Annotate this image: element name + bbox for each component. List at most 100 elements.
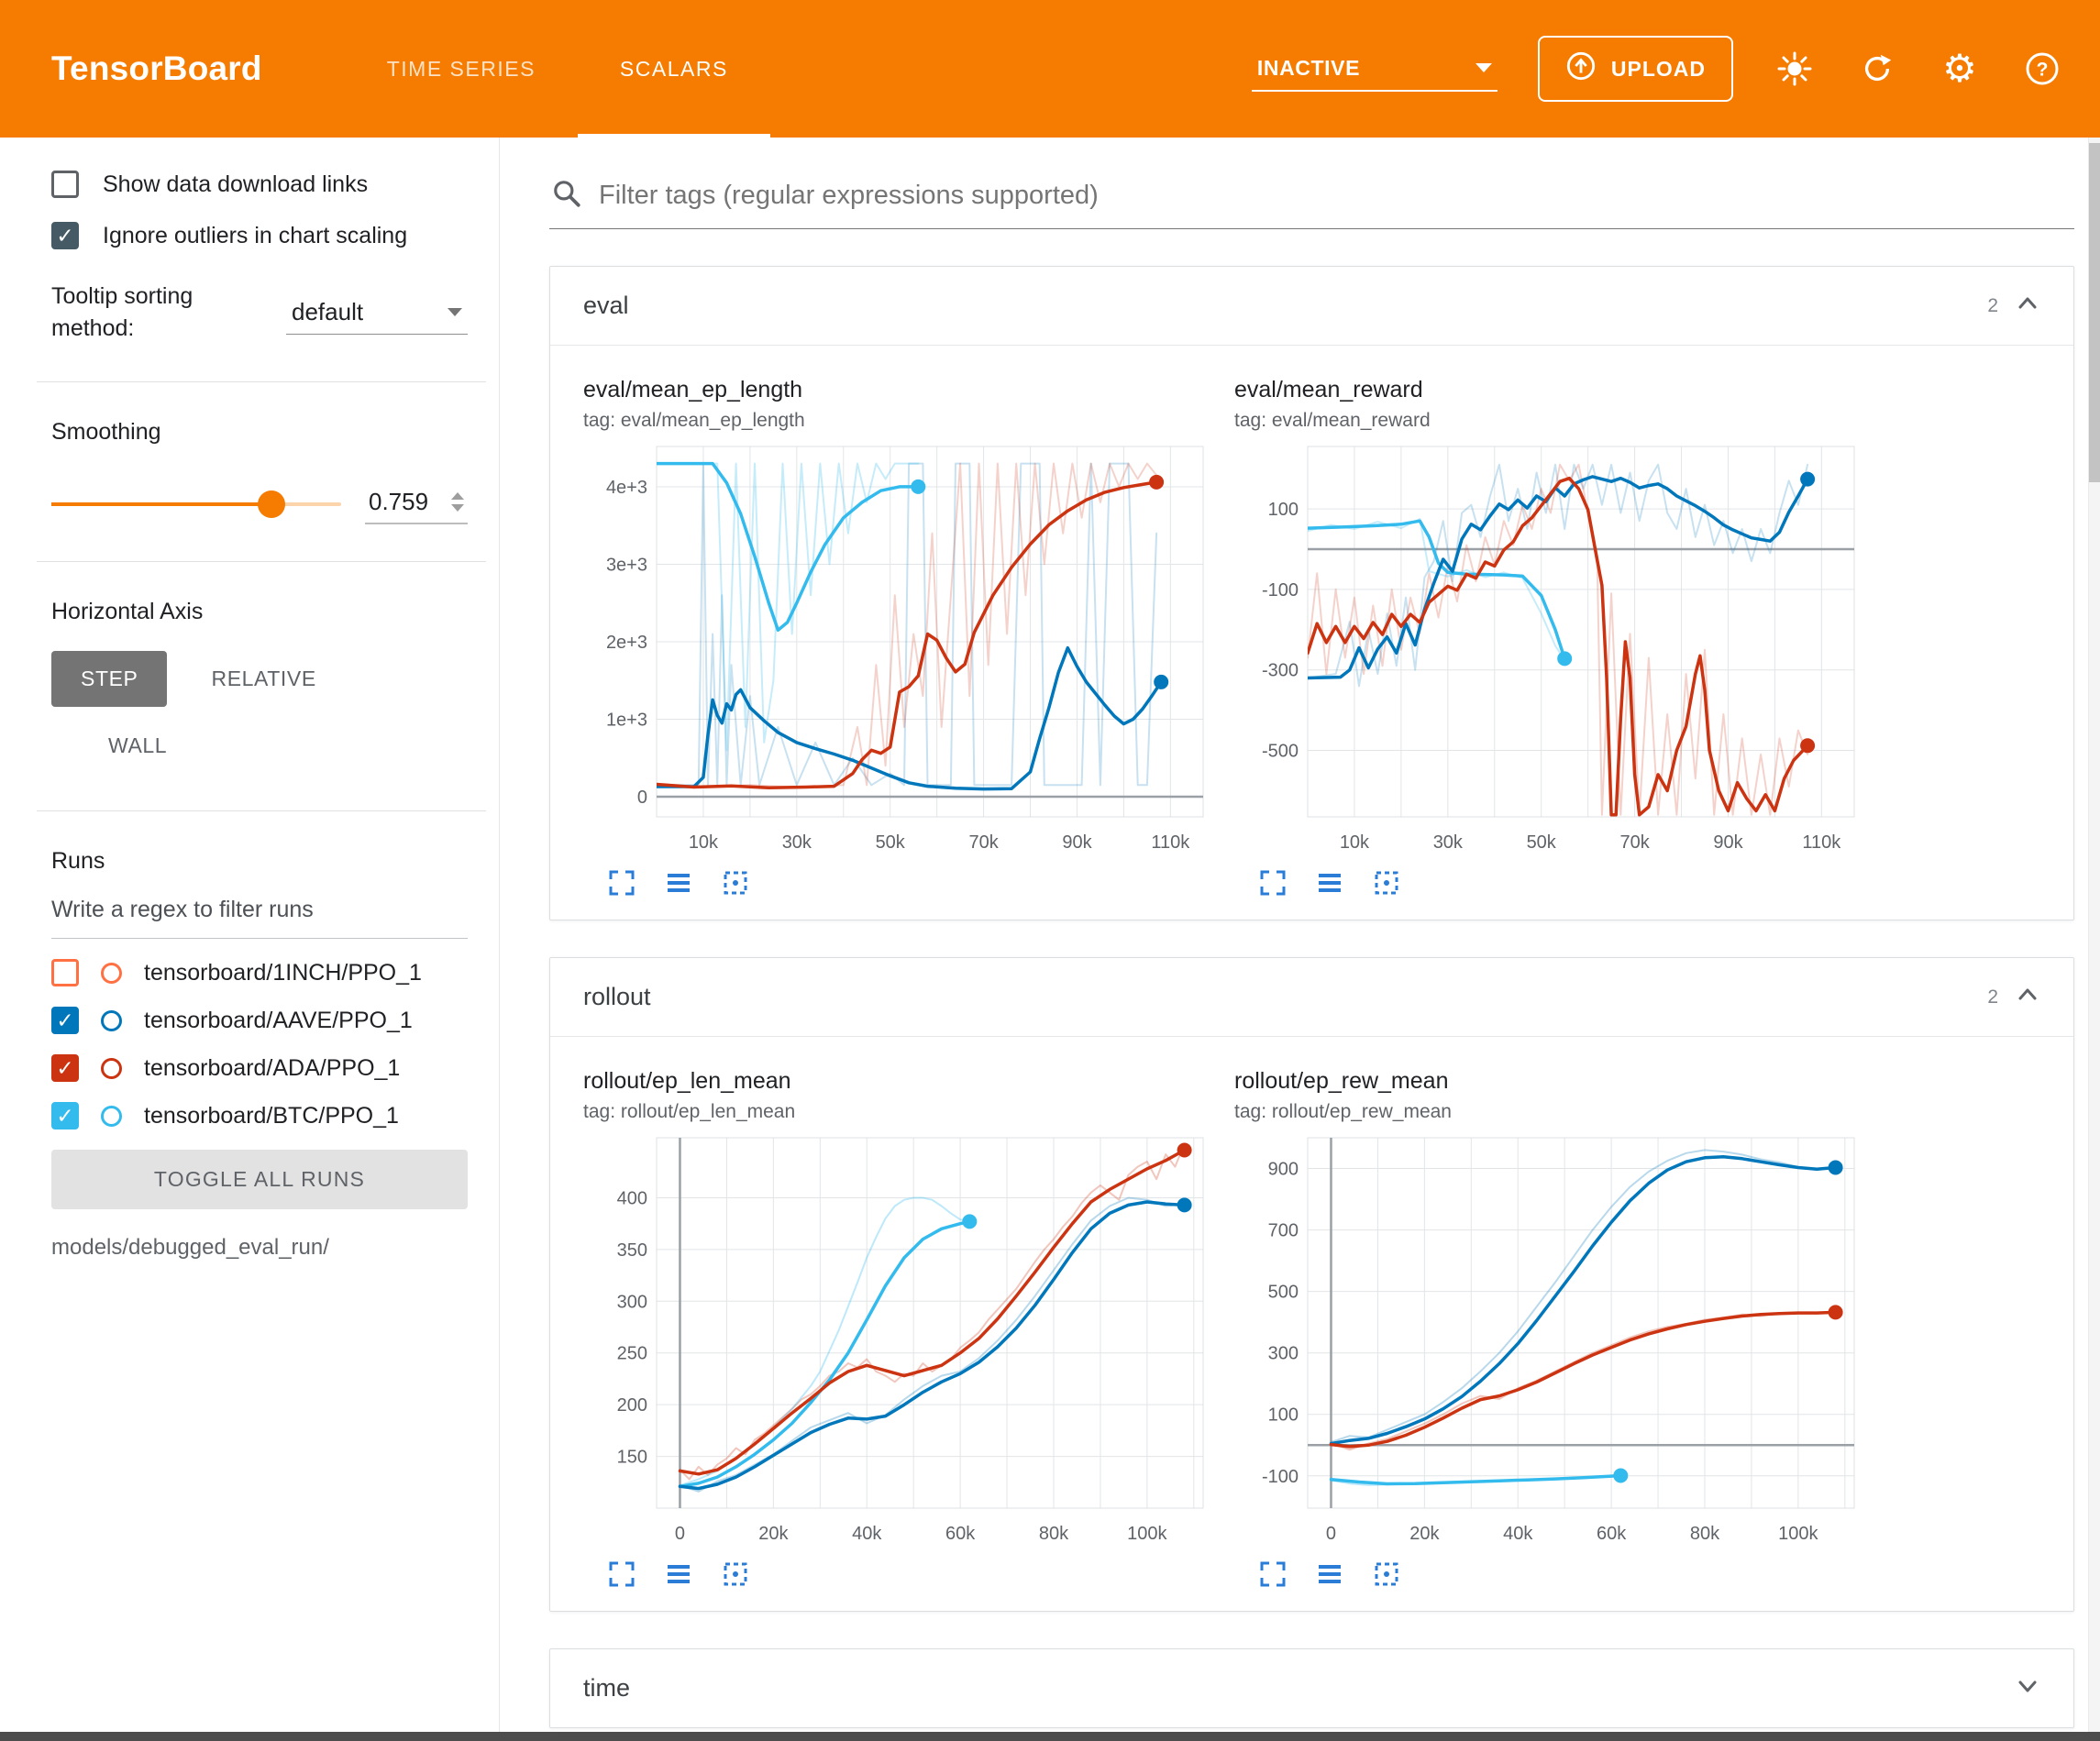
chart-tag: tag: eval/mean_ep_length (583, 410, 805, 431)
fullscreen-icon[interactable] (1258, 1559, 1288, 1589)
ignore-outliers-label: Ignore outliers in chart scaling (103, 222, 408, 248)
run-checkbox[interactable] (51, 1054, 79, 1082)
status-dropdown[interactable]: INACTIVE (1251, 47, 1498, 92)
smoothing-slider-fill (51, 502, 271, 506)
svg-text:40k: 40k (852, 1524, 882, 1544)
section-count: 2 (1987, 986, 1998, 1008)
section-title: eval (583, 292, 629, 319)
vertical-scrollbar[interactable] (2088, 138, 2100, 1732)
section-title: time (583, 1674, 631, 1702)
chart-tag: tag: rollout/ep_rew_mean (1234, 1101, 1452, 1122)
svg-text:0: 0 (675, 1524, 685, 1544)
main-tabs: TIME SERIES SCALARS (345, 0, 770, 138)
help-icon[interactable]: ? (2021, 48, 2063, 90)
svg-text:900: 900 (1268, 1160, 1299, 1180)
run-checkbox[interactable] (51, 1007, 79, 1034)
svg-text:0: 0 (1326, 1524, 1336, 1544)
upload-button[interactable]: UPLOAD (1537, 36, 1733, 102)
upload-icon (1565, 50, 1597, 87)
spinner-up-icon[interactable] (451, 492, 464, 500)
fit-domain-icon[interactable] (721, 1559, 750, 1589)
full-width-icon[interactable] (1315, 1559, 1344, 1589)
axis-relative-button[interactable]: RELATIVE (211, 667, 316, 690)
show-download-links-checkbox[interactable] (51, 171, 79, 198)
scrollbar-thumb[interactable] (2089, 143, 2100, 482)
svg-text:10k: 10k (1340, 832, 1370, 853)
full-width-icon[interactable] (1315, 868, 1344, 898)
chart-toolbar (583, 1556, 1216, 1589)
app-title: TensorBoard (51, 50, 262, 87)
svg-text:300: 300 (617, 1292, 647, 1312)
svg-text:80k: 80k (1690, 1524, 1720, 1544)
tooltip-sorting-value: default (292, 298, 364, 325)
full-width-icon[interactable] (664, 868, 693, 898)
fullscreen-icon[interactable] (607, 1559, 636, 1589)
svg-text:-300: -300 (1262, 661, 1299, 681)
svg-text:60k: 60k (1597, 1524, 1627, 1544)
svg-text:150: 150 (617, 1448, 647, 1468)
search-icon (551, 178, 582, 214)
chevron-down-icon (448, 308, 462, 316)
fit-domain-icon[interactable] (1372, 868, 1401, 898)
tab-time-series[interactable]: TIME SERIES (386, 56, 536, 81)
content-area: Show data download links Ignore outliers… (0, 138, 2100, 1741)
chart-rollout-ep-len-mean: rollout/ep_len_mean tag: rollout/ep_len_… (583, 1068, 1216, 1589)
axis-wall-button[interactable]: WALL (108, 733, 168, 757)
smoothing-value: 0.759 (369, 488, 429, 515)
svg-text:1e+3: 1e+3 (606, 711, 647, 731)
fullscreen-icon[interactable] (607, 868, 636, 898)
section-card-time: time (549, 1648, 2074, 1728)
chevron-down-icon[interactable] (2015, 1673, 2040, 1703)
horizontal-scrollbar[interactable] (0, 1732, 2100, 1741)
divider (37, 381, 486, 382)
brightness-icon[interactable] (1774, 48, 1816, 90)
toggle-all-runs-button[interactable]: TOGGLE ALL RUNS (51, 1150, 468, 1209)
tag-filter-input[interactable] (599, 181, 2072, 211)
scalars-main: eval 2 eval/mean_ep_length tag: eval/mea… (500, 138, 2100, 1741)
svg-text:60k: 60k (945, 1524, 976, 1544)
svg-text:20k: 20k (1409, 1524, 1440, 1544)
section-header-rollout[interactable]: rollout 2 (550, 958, 2073, 1037)
smoothing-slider-knob[interactable] (257, 490, 285, 518)
chart-rollout-ep-rew-mean: rollout/ep_rew_mean tag: rollout/ep_rew_… (1234, 1068, 1867, 1589)
tooltip-sorting-dropdown[interactable]: default (286, 291, 468, 335)
refresh-icon[interactable] (1856, 48, 1898, 90)
svg-text:90k: 90k (1062, 832, 1092, 853)
chart-eval-mean-reward: eval/mean_reward tag: eval/mean_reward 1… (1234, 377, 1867, 898)
section-header-time[interactable]: time (550, 1649, 2073, 1727)
section-header-eval[interactable]: eval 2 (550, 267, 2073, 346)
run-checkbox[interactable] (51, 1102, 79, 1129)
smoothing-label: Smoothing (51, 419, 161, 445)
full-width-icon[interactable] (664, 1559, 693, 1589)
chevron-down-icon (1475, 63, 1492, 72)
run-color-swatch (101, 1057, 122, 1079)
line-chart[interactable]: 10k 30k 50k 70k 90k 110k 100 -100 -300 -500 (1234, 434, 1867, 865)
runs-filter-input[interactable] (51, 882, 468, 939)
chart-toolbar (1234, 865, 1867, 898)
section-title: rollout (583, 983, 651, 1010)
ignore-outliers-row: Ignore outliers in chart scaling (51, 222, 468, 249)
fit-domain-icon[interactable] (721, 868, 750, 898)
spinner-down-icon[interactable] (451, 504, 464, 512)
section-body-eval: eval/mean_ep_length tag: eval/mean_ep_le… (550, 346, 2073, 920)
svg-text:250: 250 (617, 1344, 647, 1364)
ignore-outliers-checkbox[interactable] (51, 222, 79, 249)
chevron-up-icon[interactable] (2015, 291, 2040, 321)
chevron-up-icon[interactable] (2015, 982, 2040, 1012)
tab-scalars[interactable]: SCALARS (577, 0, 770, 138)
line-chart[interactable]: 0 20k 40k 60k 80k 100k 150 200 250 300 350 400 (583, 1125, 1216, 1556)
line-chart[interactable]: 10k 30k 50k 70k 90k 110k 0 1e+3 2e+3 3e+3 4e+3 (583, 434, 1216, 865)
run-checkbox[interactable] (51, 959, 79, 986)
run-color-swatch (101, 1105, 122, 1127)
settings-icon[interactable]: ⚙ (1942, 47, 1977, 90)
svg-text:50k: 50k (876, 832, 906, 853)
line-chart[interactable]: 0 20k 40k 60k 80k 100k -100 100 300 500 700 900 (1234, 1125, 1867, 1556)
fit-domain-icon[interactable] (1372, 1559, 1401, 1589)
show-download-links-label: Show data download links (103, 171, 369, 197)
axis-step-button[interactable]: STEP (51, 651, 168, 707)
fullscreen-icon[interactable] (1258, 868, 1288, 898)
smoothing-value-field[interactable]: 0.759 (365, 484, 468, 524)
svg-text:700: 700 (1268, 1221, 1299, 1241)
smoothing-slider[interactable] (51, 490, 341, 518)
